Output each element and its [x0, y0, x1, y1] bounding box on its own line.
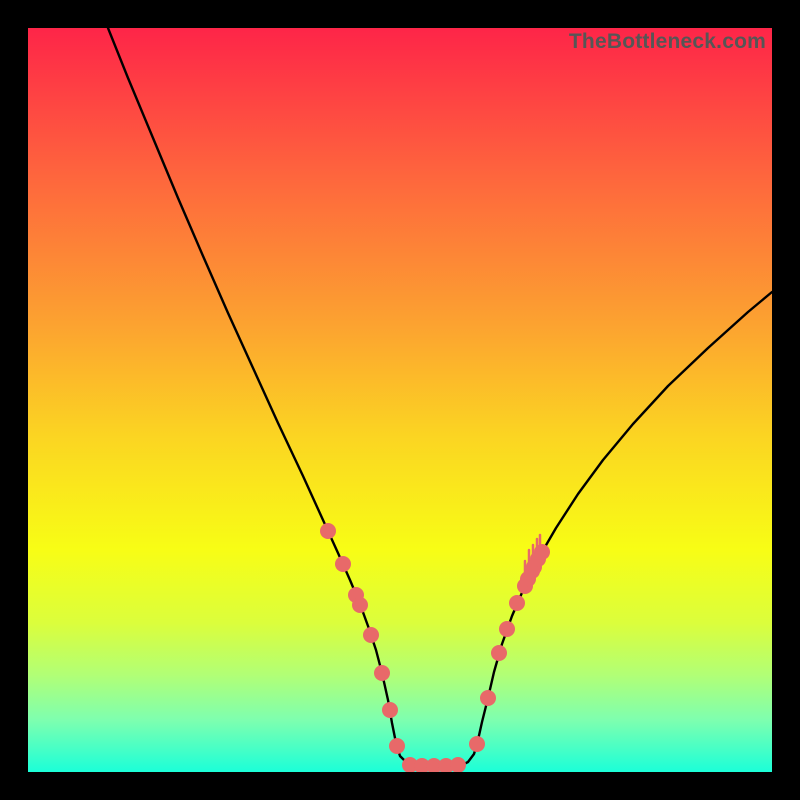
bottleneck-curve [28, 28, 772, 772]
chart-frame: TheBottleneck.com [0, 0, 800, 800]
watermark-text: TheBottleneck.com [569, 30, 766, 54]
plot-area: TheBottleneck.com [28, 28, 772, 772]
